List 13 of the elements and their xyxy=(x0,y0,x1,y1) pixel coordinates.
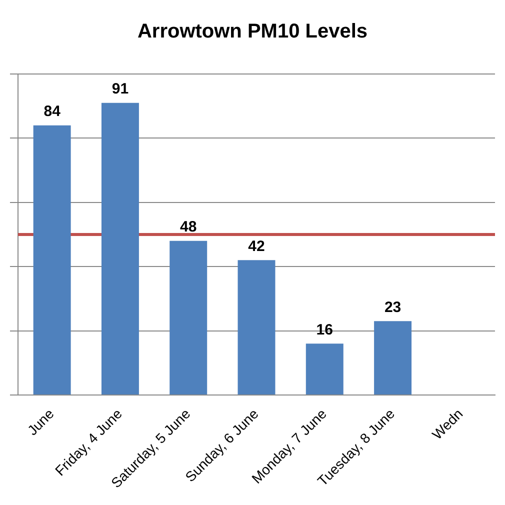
data-label: 91 xyxy=(112,80,129,98)
data-label: 48 xyxy=(180,218,197,236)
bar xyxy=(33,125,71,395)
data-label: 84 xyxy=(44,103,62,120)
data-label: 42 xyxy=(248,238,265,255)
bar xyxy=(101,102,139,395)
bar xyxy=(306,344,344,395)
data-label: 23 xyxy=(384,298,402,316)
bar xyxy=(238,260,276,395)
data-label: 16 xyxy=(316,321,333,338)
chart-title: Arrowtown PM10 Levels xyxy=(137,20,368,43)
bar xyxy=(374,321,412,395)
bar xyxy=(170,240,208,395)
